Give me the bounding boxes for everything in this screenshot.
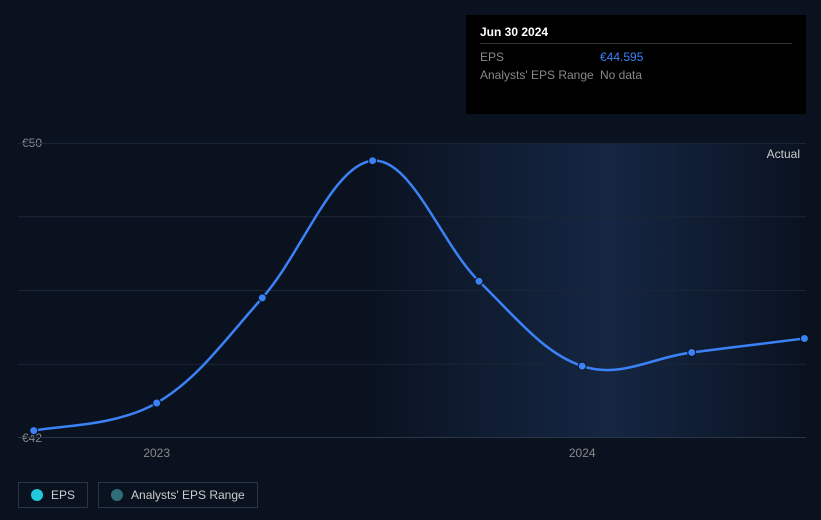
legend-swatch-icon	[111, 489, 123, 501]
x-axis-label: 2024	[569, 446, 596, 460]
tooltip-date: Jun 30 2024	[480, 25, 792, 44]
legend-label: EPS	[51, 488, 75, 502]
chart-container: €50 €42 Actual 2023 2024	[18, 125, 806, 475]
chart-tooltip: Jun 30 2024 EPS €44.595 Analysts' EPS Ra…	[466, 15, 806, 114]
tooltip-value: No data	[600, 68, 642, 82]
tooltip-row: Analysts' EPS Range No data	[480, 66, 792, 84]
tooltip-label: EPS	[480, 50, 600, 64]
legend-item-analysts-range[interactable]: Analysts' EPS Range	[98, 482, 258, 508]
legend-item-eps[interactable]: EPS	[18, 482, 88, 508]
tooltip-value: €44.595	[600, 50, 643, 64]
series-layer	[18, 143, 806, 437]
x-axis-label: 2023	[143, 446, 170, 460]
legend-swatch-icon	[31, 489, 43, 501]
legend-label: Analysts' EPS Range	[131, 488, 245, 502]
tooltip-row: EPS €44.595	[480, 48, 792, 66]
plot-area[interactable]: Actual	[18, 143, 806, 438]
tooltip-label: Analysts' EPS Range	[480, 68, 600, 82]
legend: EPS Analysts' EPS Range	[18, 482, 258, 508]
